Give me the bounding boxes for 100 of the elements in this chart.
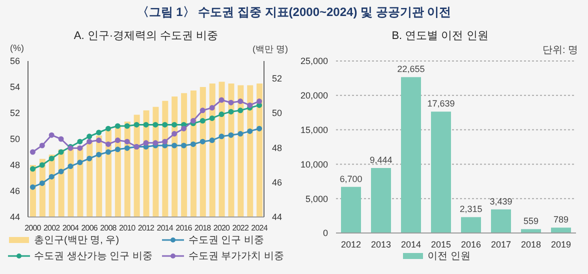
y-axis-title: (%) — [10, 43, 24, 53]
x-tick-label: 2008 — [100, 224, 118, 233]
x-tick-label: 2013 — [370, 239, 392, 250]
point — [105, 141, 111, 147]
point — [39, 180, 45, 186]
point — [48, 156, 54, 162]
y2-tick-label: 50 — [272, 108, 282, 118]
point — [48, 132, 54, 138]
y-tick-label: 48 — [10, 160, 20, 170]
point — [86, 134, 92, 140]
point — [218, 112, 224, 118]
y-tick-label: 25,000 — [300, 56, 328, 66]
point — [96, 138, 102, 144]
data-label: 6,700 — [340, 174, 362, 184]
x-tick-label: 2018 — [194, 224, 212, 233]
point — [77, 160, 83, 166]
legend-label: 수도권 부가가치 비중 — [188, 250, 284, 263]
x-tick-label: 2019 — [550, 239, 572, 250]
x-tick-label: 2014 — [400, 239, 422, 250]
point — [77, 138, 83, 144]
bar — [551, 228, 571, 233]
bar — [521, 229, 541, 233]
point — [58, 149, 64, 155]
point — [181, 122, 187, 128]
point — [48, 174, 54, 180]
text: 단위: 명 — [542, 44, 578, 57]
point — [105, 149, 111, 155]
point — [105, 126, 111, 132]
point — [247, 102, 253, 108]
y-tick-label: 44 — [10, 212, 20, 222]
data-label: 9,444 — [370, 155, 392, 166]
point — [124, 145, 130, 151]
point — [172, 131, 178, 137]
point — [124, 138, 130, 144]
data-label: 22,655 — [397, 64, 425, 74]
y-tick-label: 52 — [10, 108, 20, 118]
y2-tick-label: 46 — [272, 178, 282, 188]
point — [39, 162, 45, 168]
x-tick-label: 2016 — [176, 224, 193, 233]
point — [181, 142, 187, 148]
legend-label: 수도권 인구 비중 — [188, 234, 264, 247]
y-tick-label: 0 — [322, 228, 328, 238]
y-tick-label: 54 — [10, 82, 20, 92]
point — [30, 184, 36, 190]
y-tick-label: 56 — [10, 56, 20, 66]
point — [86, 138, 92, 144]
text: 〈그림 1〉 수도권 집중 지표(2000~2024) 및 공공기관 이전 — [136, 4, 452, 21]
x-tick-label: 2018 — [520, 239, 542, 250]
point — [209, 105, 215, 111]
point — [114, 123, 120, 129]
point — [228, 132, 234, 138]
point — [209, 138, 215, 144]
point — [143, 140, 149, 146]
point — [134, 122, 140, 128]
point — [238, 98, 244, 104]
y2-axis-title: (백만 명) — [252, 43, 288, 56]
y2-tick-label: 48 — [272, 142, 282, 153]
point — [96, 130, 102, 136]
x-tick-label: 2014 — [156, 224, 174, 233]
point — [152, 140, 158, 146]
x-tick-label: 2004 — [62, 224, 80, 233]
x-tick-label: 2006 — [81, 224, 98, 233]
point — [228, 100, 234, 106]
y-tick-label: 15,000 — [300, 124, 328, 135]
y2-tick-label: 44 — [272, 212, 282, 222]
data-label: 3,439 — [490, 196, 512, 206]
point — [200, 118, 206, 124]
point — [30, 166, 36, 172]
y2-tick-label: 52 — [272, 74, 282, 84]
point — [86, 156, 92, 162]
point — [200, 108, 206, 114]
data-label: 559 — [523, 216, 539, 226]
x-tick-label: 2024 — [251, 224, 268, 233]
bar — [431, 112, 451, 233]
point — [68, 164, 74, 170]
x-tick-label: 2016 — [460, 239, 482, 250]
chart-title: B. 연도별 이전 인원 — [390, 29, 490, 43]
x-tick-label: 2020 — [213, 224, 231, 233]
data-label: 2,315 — [460, 204, 482, 214]
point — [200, 138, 206, 144]
chart-subtitle: A. 인구·경제력의 수도권 비중 — [72, 29, 220, 43]
point — [190, 118, 196, 124]
x-tick-label: 2010 — [119, 224, 136, 233]
y-tick-label: 46 — [10, 186, 20, 196]
point — [58, 168, 64, 174]
y-tick-label: 5,000 — [305, 194, 328, 204]
data-label: 17,639 — [427, 98, 455, 109]
point — [228, 108, 234, 114]
x-tick-label: 2012 — [340, 239, 362, 250]
x-tick-label: 2015 — [430, 239, 452, 250]
point — [152, 122, 158, 128]
y-tick-label: 10,000 — [300, 159, 328, 170]
bar — [491, 209, 511, 233]
point — [238, 108, 244, 114]
bar — [341, 186, 361, 233]
point — [247, 128, 253, 134]
point — [143, 122, 149, 128]
data-label: 789 — [553, 214, 569, 225]
x-tick-label: 2022 — [232, 224, 250, 233]
point — [162, 122, 168, 128]
